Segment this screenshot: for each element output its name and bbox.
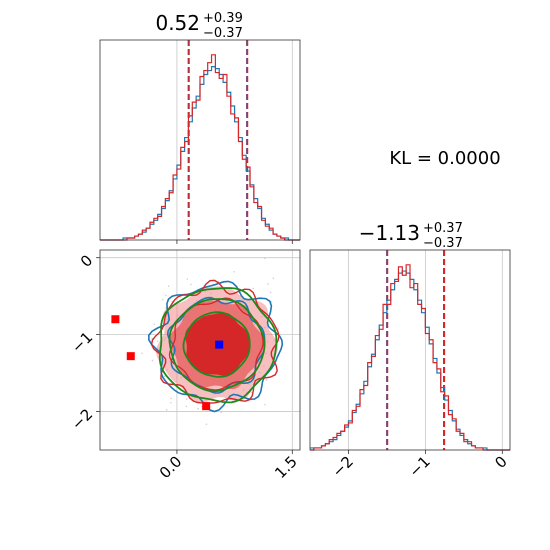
hist-param2-frame: [309, 249, 511, 451]
sample-point: [185, 398, 188, 400]
hist-param1-title-lower: −0.37: [203, 26, 243, 41]
x-tick-label: −2: [329, 452, 357, 480]
sample-point: [252, 287, 255, 290]
sample-point: [141, 352, 143, 355]
sample-point: [220, 411, 222, 414]
x-tick-label: 0: [491, 452, 510, 471]
contour-panel: 0.0 1.5 0 −1 −2: [68, 249, 320, 482]
sample-point: [151, 337, 153, 340]
sample-point: [267, 283, 269, 285]
hist-param1-series-blue: [100, 66, 300, 241]
contour-line-green-inner: [182, 311, 251, 378]
red-square-marker: [126, 352, 135, 361]
hist-param2-title-upper: +0.37: [423, 221, 463, 236]
sample-point: [165, 408, 168, 411]
contour-line-red-mid: [168, 297, 264, 391]
sample-point: [207, 475, 209, 477]
sample-point: [170, 397, 172, 400]
sample-point: [153, 323, 156, 326]
sample-point: [185, 405, 188, 408]
contour-line-green-outer: [158, 287, 278, 404]
hist-param2-title-lower: −0.37: [423, 236, 463, 251]
hist-param1-title-upper: +0.39: [203, 11, 243, 26]
x-tick-label: 0.0: [156, 452, 186, 482]
sample-point: [269, 291, 272, 294]
hist-param1-frame: [99, 39, 301, 241]
contour-line-red-outer: [150, 279, 280, 404]
x-tick-label: −1: [405, 452, 433, 480]
red-square-marker: [202, 402, 211, 411]
contour-frame: [99, 249, 301, 451]
blue-square-marker: [215, 340, 224, 349]
y-tick-label: −1: [68, 328, 96, 356]
contour-line-green-mid: [168, 298, 266, 393]
y-tick-label: 0: [77, 251, 96, 270]
kl-label: KL = 0.0000: [389, 148, 500, 169]
sample-point: [205, 423, 208, 425]
hist-param2-series-red: [310, 264, 510, 451]
sample-point: [233, 270, 235, 273]
sample-point: [186, 278, 189, 280]
sample-point: [264, 257, 266, 260]
sample-point: [190, 283, 192, 286]
sample-point: [265, 379, 268, 381]
hist-param2-panel: −1.13 +0.37 −0.37 −2 −1 0: [309, 221, 511, 481]
sample-point: [318, 343, 320, 345]
sample-point: [272, 277, 275, 280]
sample-point: [151, 359, 154, 362]
x-tick-label: 1.5: [271, 452, 301, 482]
hist-param1-title: 0.52: [155, 11, 200, 35]
sample-point: [170, 401, 172, 404]
sample-point: [163, 375, 166, 378]
sample-point: [264, 403, 266, 406]
sample-point: [277, 328, 280, 330]
sample-point: [165, 294, 167, 297]
sample-point: [250, 391, 253, 393]
sample-point: [156, 340, 159, 343]
sample-point: [270, 301, 273, 303]
hist-param1-panel: 0.52 +0.39 −0.37: [99, 11, 301, 244]
sample-point: [87, 307, 89, 309]
hist-param2-series-blue: [310, 270, 510, 451]
y-tick-label: −2: [68, 405, 96, 433]
hist-param2-title: −1.13: [359, 221, 420, 245]
hist-param1-series-red: [100, 54, 300, 241]
red-square-marker: [111, 315, 120, 324]
sample-point: [161, 298, 164, 301]
sample-point: [197, 407, 199, 410]
sample-point: [167, 285, 170, 287]
